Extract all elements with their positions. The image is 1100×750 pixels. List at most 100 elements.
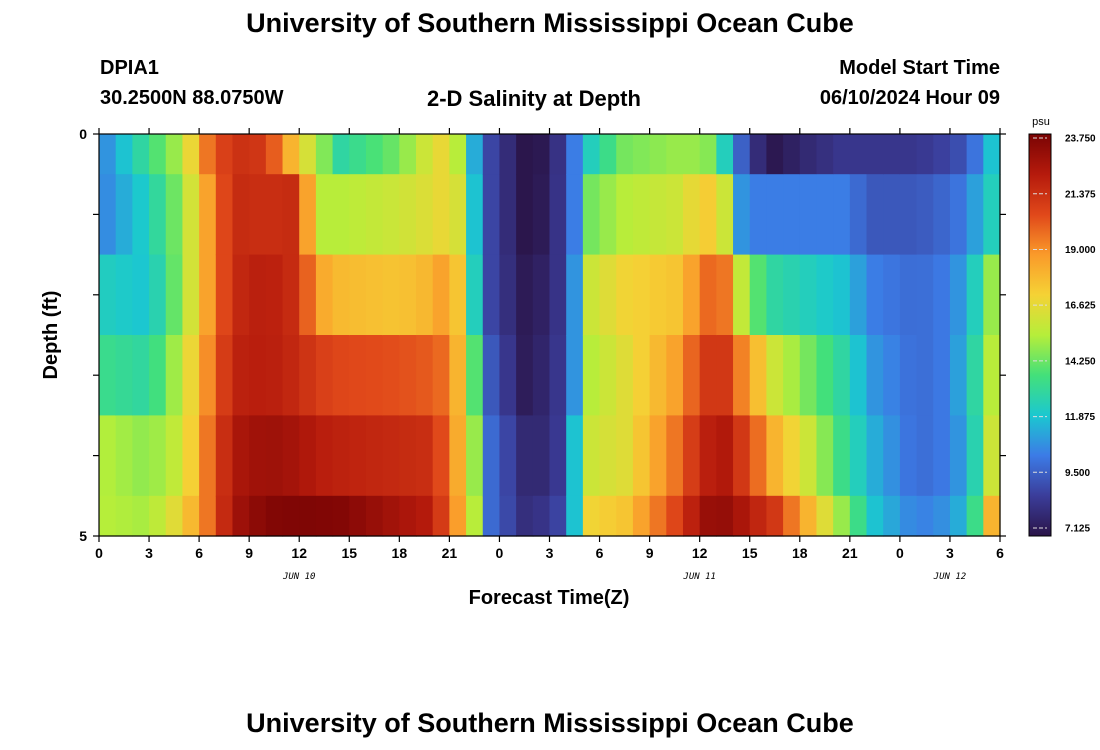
heatmap-cell [549,134,567,175]
heatmap-cell [149,335,167,416]
heatmap-cell [666,415,684,497]
heatmap-cell [315,415,334,497]
heatmap-cell [816,174,834,256]
x-tick-label: 3 [145,545,153,561]
heatmap-cell [632,495,651,537]
heatmap-cell [949,415,968,497]
heatmap-cell [499,335,517,416]
heatmap-cell [516,495,534,537]
heatmap-cell [582,254,601,336]
heatmap-cell [315,335,334,416]
heatmap-cell [249,495,267,537]
heatmap-cell [149,415,167,497]
heatmap-cell [816,495,834,537]
heatmap-cell [699,335,717,416]
heatmap-cell [382,134,400,175]
heatmap-cell [416,254,434,336]
heatmap-cell [699,174,717,256]
heatmap-cell [632,335,651,416]
heatmap-cell [899,335,918,416]
heatmap-cell [716,415,734,497]
heatmap-cell [749,254,768,336]
heatmap-cell [432,495,450,537]
heatmap-cell [632,254,651,336]
heatmap-cell [899,254,918,336]
heatmap-cell [649,335,667,416]
y-axis: 05 [79,126,1006,544]
heatmap-cell [799,254,818,336]
heatmap-cell [115,335,133,416]
colorbar-gradient [1028,133,1052,537]
heatmap-cell [165,174,184,256]
heatmap-cell [532,134,551,175]
heatmap-cell [165,495,184,537]
heatmap-cell [582,495,601,537]
colorbar-label: 7.125 [1065,524,1090,535]
heatmap-cell [649,495,667,537]
heatmap-cell [249,174,267,256]
heatmap-cell [699,254,717,336]
x-tick-label: 12 [291,545,307,561]
heatmap-cell [466,174,484,256]
heatmap-cell [799,174,818,256]
heatmap-cell [332,495,350,537]
heatmap-cell [749,495,768,537]
chart-subtitle: 2-D Salinity at Depth [427,86,641,111]
heatmap-cell [399,134,417,175]
heatmap-cell [849,415,868,497]
heatmap-cell [716,134,734,175]
heatmap-cell [649,174,667,256]
heatmap-cell [482,335,501,416]
date-label: JUN 12 [933,572,967,582]
heatmap-cell [182,254,200,336]
heatmap-cell [983,134,1001,175]
heatmap-cell [182,335,200,416]
heatmap-cell [983,174,1001,256]
heatmap-cell [799,335,818,416]
heatmap-cell [883,335,901,416]
x-tick-label: 0 [95,545,103,561]
heatmap-cell [666,174,684,256]
heatmap-cell [516,174,534,256]
heatmap-cell [265,174,284,256]
heatmap-cell [466,254,484,336]
heatmap-cell [599,415,617,497]
heatmap-cell [883,254,901,336]
heatmap-cell [99,134,117,175]
heatmap-cell [482,415,501,497]
heatmap-cell [682,415,701,497]
heatmap-cell [165,415,184,497]
heatmap-cell [799,495,818,537]
heatmap-cell [215,254,234,336]
heatmap-cell [382,495,400,537]
heatmap-cell [315,174,334,256]
heatmap-cell [149,134,167,175]
heatmap-cell [232,335,250,416]
heatmap-cell [766,415,784,497]
heatmap-cell [115,254,133,336]
heatmap-cell [983,335,1001,416]
heatmap-cell [432,335,450,416]
heatmap-cell [516,415,534,497]
model-start-label: Model Start Time [839,57,1000,79]
heatmap-cell [566,174,584,256]
heatmap-cell [933,415,951,497]
heatmap-cell [115,134,133,175]
heatmap-cell [783,254,801,336]
heatmap-cells [99,134,1001,537]
heatmap-cell [399,174,417,256]
heatmap-cell [816,335,834,416]
heatmap-cell [699,495,717,537]
heatmap-cell [432,415,450,497]
heatmap-cell [682,134,701,175]
heatmap-cell [249,134,267,175]
heatmap-cell [866,335,884,416]
colorbar: psu 23.750 21.375 19.000 16.625 14.250 11.875… [1028,116,1096,537]
heatmap-cell [749,174,768,256]
x-tick-label: 0 [896,545,904,561]
heatmap-cell [599,254,617,336]
heatmap-cell [282,134,300,175]
heatmap-cell [849,495,868,537]
heatmap-cell [265,415,284,497]
heatmap-cell [416,134,434,175]
